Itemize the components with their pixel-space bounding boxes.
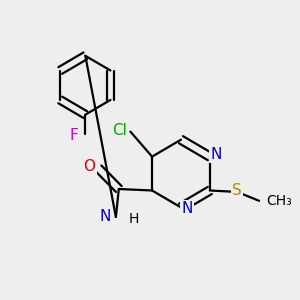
Text: N: N [99, 208, 111, 224]
Text: O: O [84, 159, 96, 174]
Text: H: H [129, 212, 139, 226]
Text: S: S [232, 183, 242, 198]
Text: CH₃: CH₃ [266, 194, 292, 208]
Text: F: F [69, 128, 78, 143]
Text: N: N [182, 201, 193, 216]
Text: Cl: Cl [112, 123, 128, 138]
Text: N: N [211, 147, 222, 162]
